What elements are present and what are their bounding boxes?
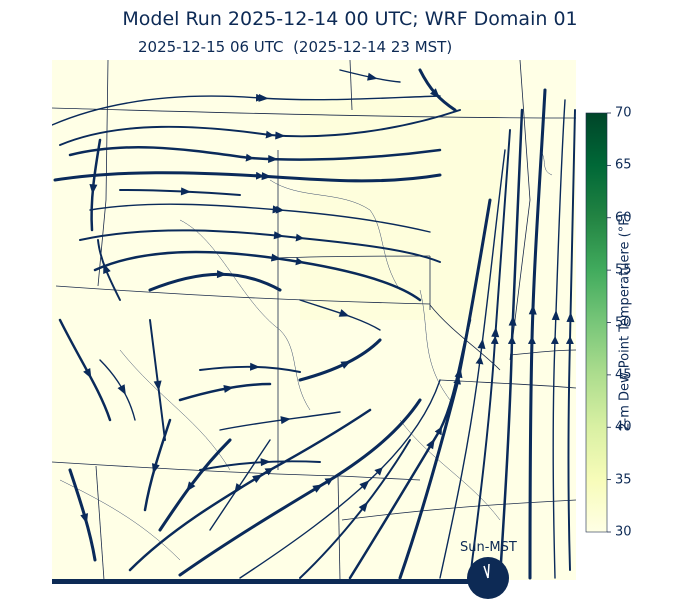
- streamline: [53, 171, 442, 183]
- map-title: Model Run 2025-12-14 00 UTC; WRF Domain …: [122, 8, 578, 30]
- streamline-arrow: [151, 463, 160, 474]
- streamline: [565, 109, 576, 571]
- streamline-arrow: [186, 481, 196, 492]
- streamline-arrow: [89, 183, 98, 195]
- streamline-arrow: [268, 154, 279, 163]
- streamline-arrow: [180, 187, 192, 196]
- streamline-arrow: [426, 438, 435, 450]
- dewpoint-field-tint: [300, 100, 500, 320]
- colorbar-tick-label: 35: [615, 472, 632, 488]
- wind-streamlines: [52, 68, 576, 580]
- rivers: [59, 149, 553, 561]
- streamline: [149, 319, 166, 441]
- time-bar-label: Sun-MST: [460, 540, 517, 555]
- streamline: [527, 88, 547, 580]
- streamline-arrow: [454, 367, 463, 379]
- streamline-arrow: [153, 380, 162, 391]
- streamline-arrow: [117, 384, 126, 396]
- colorbar-tick-label: 70: [615, 105, 632, 121]
- streamline: [209, 439, 271, 531]
- clock-hour-hand: [483, 565, 489, 579]
- streamline-arrow: [250, 362, 261, 371]
- streamline-arrow: [340, 360, 352, 369]
- time-bar-track: [52, 579, 484, 584]
- streamline: [68, 146, 442, 162]
- streamline-arrow: [273, 231, 284, 240]
- streamline-arrow: [103, 263, 111, 275]
- streamline-arrow: [367, 72, 378, 81]
- streamline-arrow: [260, 458, 271, 467]
- streamline-arrow: [359, 480, 370, 490]
- colorbar-tick-label: 50: [615, 315, 632, 330]
- colorbar-tick-label: 30: [615, 524, 632, 540]
- colorbar-tick-label: 40: [615, 419, 632, 435]
- streamline: [59, 109, 461, 146]
- colorbar-tick-label: 65: [615, 157, 632, 173]
- streamline: [93, 250, 422, 302]
- time-bar: [52, 557, 509, 599]
- streamline: [550, 99, 566, 579]
- streamline: [398, 198, 492, 580]
- streamline-arrow: [491, 326, 500, 338]
- colorbar-tick-label: 60: [615, 210, 632, 226]
- streamline-arrow: [551, 310, 560, 321]
- streamline: [119, 189, 241, 196]
- streamline: [219, 411, 341, 431]
- streamline-arrow: [566, 311, 575, 323]
- colorbar-tick-label: 45: [615, 367, 632, 383]
- streamline-arrow: [252, 474, 263, 483]
- streamline: [199, 460, 321, 471]
- clock-minute-hand: [487, 563, 490, 579]
- streamline-arrow: [234, 483, 244, 494]
- streamline: [79, 229, 441, 263]
- streamline-arrow: [261, 172, 272, 181]
- streamline-arrow: [83, 367, 92, 379]
- streamline-arrow: [223, 385, 234, 393]
- streamline: [299, 439, 411, 579]
- streamline-arrow: [338, 309, 350, 317]
- streamline-arrow: [528, 304, 537, 315]
- streamline-arrow: [80, 513, 89, 524]
- streamline: [469, 129, 511, 579]
- colorbar: [585, 112, 608, 533]
- streamline-arrow: [272, 205, 283, 214]
- streamline-arrow: [270, 253, 282, 262]
- streamline: [439, 149, 506, 579]
- streamline-arrow: [280, 416, 291, 425]
- streamline-arrow: [358, 501, 369, 513]
- streamline-arrow: [275, 131, 286, 140]
- streamline-arrow: [430, 88, 440, 99]
- streamline-arrow: [508, 315, 517, 326]
- colorbar-tick-label: 55: [615, 262, 632, 278]
- colorbar-ticks: [607, 112, 611, 533]
- streamline: [498, 108, 524, 580]
- streamline: [239, 379, 441, 579]
- streamline: [128, 408, 372, 572]
- streamline-arrow: [258, 93, 269, 102]
- streamline-arrow: [216, 270, 228, 279]
- streamline-arrow: [312, 484, 323, 493]
- streamline: [178, 398, 422, 577]
- streamline-arrow: [477, 338, 486, 350]
- valid-time-subtitle: 2025-12-15 06 UTC (2025-12-14 23 MST): [138, 38, 453, 56]
